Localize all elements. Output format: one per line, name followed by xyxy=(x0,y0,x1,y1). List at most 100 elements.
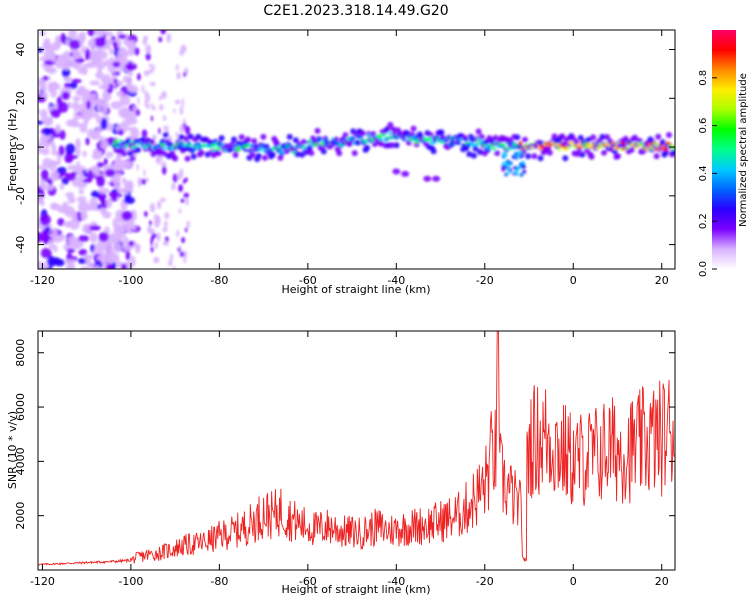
spectrogram-cell xyxy=(147,93,151,103)
spectrogram-cell xyxy=(631,134,638,141)
spectrogram-cell xyxy=(659,139,666,146)
spectrogram-cell xyxy=(423,175,432,182)
spectrogram-cell xyxy=(144,98,148,108)
snr-y-ticks: 2000 4000 6000 8000 xyxy=(14,339,675,530)
spectrogram-cell xyxy=(154,241,158,250)
spectrogram-cell xyxy=(117,143,122,147)
spectrogram-cell xyxy=(188,143,193,147)
spectrogram-cell xyxy=(82,150,87,157)
spectrogram-cell xyxy=(388,142,395,149)
spectrogram-cell xyxy=(194,145,200,149)
spectrogram-cell xyxy=(66,248,76,253)
spectrogram-cell xyxy=(59,129,66,140)
spectrogram-cell xyxy=(506,166,511,171)
spectrogram-cell xyxy=(43,37,51,50)
spectrogram-cell xyxy=(109,48,114,55)
spectrogram-cell xyxy=(175,64,179,71)
spectrogram-cell xyxy=(377,135,382,139)
snr-y-axis-label: SNR (10 * v/v) xyxy=(6,411,19,489)
snr-x-tick-label: -100 xyxy=(118,575,143,588)
spectrogram-cell xyxy=(653,153,660,160)
spectrogram-cell xyxy=(127,47,135,56)
colorbar-ticks: 0.0 0.2 0.4 0.6 0.8 xyxy=(698,70,717,277)
spectrogram-cell xyxy=(91,190,100,198)
spectrogram-cell xyxy=(649,146,655,151)
spectrogram-cell xyxy=(477,148,484,155)
spectrogram-cell xyxy=(134,47,140,56)
spectrogram-cell xyxy=(183,257,187,264)
snr-x-tick-label: 20 xyxy=(655,575,669,588)
snr-frame xyxy=(37,330,676,571)
spectrogram-cell xyxy=(513,165,518,170)
spectrogram-cell xyxy=(150,115,154,122)
spectrogram-cell xyxy=(65,263,76,269)
spectrogram-cell xyxy=(595,147,601,151)
spectrogram-cell xyxy=(525,153,532,160)
spectrogram-cell xyxy=(59,183,65,190)
spectrogram-cell xyxy=(48,239,54,250)
spectrogram-cell xyxy=(277,154,284,161)
spectrogram-cell xyxy=(502,151,507,156)
spectrogram-y-axis-label: Frequency (Hz) xyxy=(6,109,19,192)
spectrogram-cell xyxy=(244,136,251,143)
spectrogram-cell xyxy=(47,255,56,268)
spectrogram-cell xyxy=(144,90,148,100)
spectrogram-cell xyxy=(162,131,169,138)
snr-y-tick-label: 4000 xyxy=(14,447,27,475)
spectrogram-cell xyxy=(164,236,169,243)
spectrogram-cell xyxy=(60,33,66,44)
spectrogram-cell xyxy=(354,139,361,146)
spectrogram-cell xyxy=(181,237,186,244)
spectrogram-cell xyxy=(93,112,100,119)
colorbar-tick-label: 0.0 xyxy=(698,261,709,277)
spectrogram-cell xyxy=(67,164,79,171)
spectrogram-cell xyxy=(75,88,87,97)
spectrogram-cell xyxy=(148,62,152,68)
snr-series-line xyxy=(38,331,675,566)
spectrogram-cell xyxy=(251,138,258,145)
spectrogram-cell xyxy=(76,161,81,167)
spectrogram-cell xyxy=(71,210,76,221)
spectrogram-cell xyxy=(87,39,96,47)
spectrogram-cell xyxy=(342,132,349,139)
spectrogram-cell xyxy=(590,134,597,141)
spectrogram-cell xyxy=(294,151,301,158)
spectrogram-cell xyxy=(123,180,132,187)
spectrogram-cell xyxy=(190,153,197,160)
spectrogram-cell xyxy=(42,184,55,191)
spectrogram-cell xyxy=(475,128,482,135)
spectrogram-cell xyxy=(456,141,461,145)
spectrogram-cell xyxy=(614,153,621,160)
spectrogram-cell xyxy=(119,166,125,171)
spectrogram-cell xyxy=(77,258,88,265)
spectrogram-cell xyxy=(63,82,72,89)
spectrogram-cell xyxy=(129,139,134,143)
spectrogram-cell xyxy=(96,175,106,188)
spectrogram-cell xyxy=(470,152,477,159)
spectrogram-cell xyxy=(501,167,506,172)
spectrogram-cell xyxy=(175,132,179,138)
spectrogram-cell xyxy=(45,226,51,233)
spectrogram-cell xyxy=(438,129,445,136)
snr-x-tick-label: -80 xyxy=(210,575,228,588)
spectrogram-cell xyxy=(136,73,141,81)
spectrogram-cell xyxy=(502,161,507,166)
spectrogram-cell xyxy=(381,133,387,137)
spectrogram-cell xyxy=(69,122,82,128)
spectrogram-cell xyxy=(65,259,77,265)
spectrogram-cell xyxy=(53,244,58,253)
spectrogram-cell xyxy=(94,265,101,269)
spectrogram-cell xyxy=(107,39,114,44)
spectrogram-cell xyxy=(161,150,168,157)
spectrogram-cell xyxy=(113,241,122,254)
spectrogram-cell xyxy=(86,100,91,110)
spectrogram-cell xyxy=(42,157,52,169)
spectrogram-cell xyxy=(148,69,154,74)
spectrogram-cell xyxy=(150,246,154,253)
spectrogram-cell xyxy=(260,133,267,140)
spectrogram-cell xyxy=(276,145,282,150)
spectrogram-x-tick-label: -120 xyxy=(30,274,55,287)
spectrogram-cell xyxy=(162,227,168,233)
spectrogram-cell xyxy=(59,172,68,177)
spectrogram-cell xyxy=(178,184,183,192)
